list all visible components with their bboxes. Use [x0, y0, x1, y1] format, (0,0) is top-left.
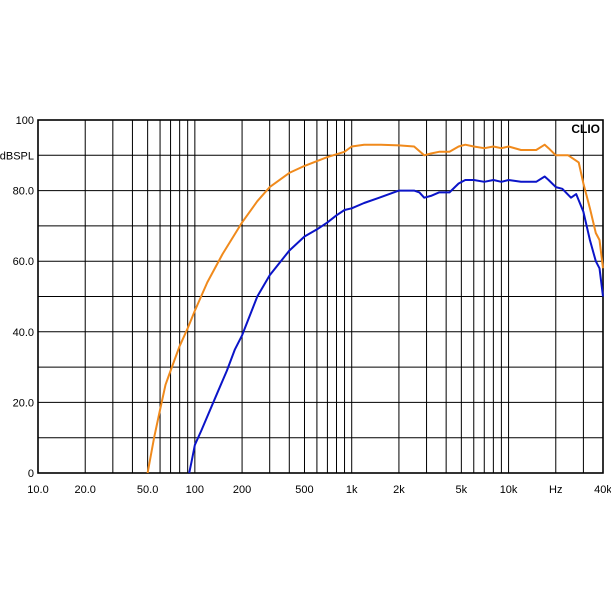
series-line-2 — [188, 175, 604, 474]
x-tick-label: 2k — [393, 484, 405, 496]
x-tick-label: 40k — [594, 484, 611, 496]
x-tick-label: 500 — [295, 484, 313, 496]
y-axis-label: dBSPL — [0, 150, 34, 162]
y-tick-label: 80.0 — [13, 186, 34, 198]
brand-logo-text: CLIO — [571, 122, 600, 136]
x-tick-label: 100 — [186, 484, 204, 496]
x-tick-label: 50.0 — [137, 484, 158, 496]
x-tick-label: 1k — [346, 484, 358, 496]
x-tick-label: 10.0 — [27, 484, 48, 496]
y-tick-label: 60.0 — [13, 256, 34, 268]
x-tick-label: 10k — [500, 484, 518, 496]
x-tick-label: 20.0 — [75, 484, 96, 496]
x-tick-label: 5k — [456, 484, 468, 496]
y-tick-label: 0 — [28, 468, 34, 480]
axis-labels: 100 80.0 60.0 40.0 20.0 0 dBSPL 10.0 20.0 50.0 100… — [0, 115, 611, 496]
grid-lines — [38, 120, 603, 473]
series-layer — [146, 143, 604, 474]
series-line-1 — [146, 143, 604, 474]
y-tick-label: 20.0 — [13, 397, 34, 409]
x-tick-label: 200 — [233, 484, 251, 496]
y-tick-label: 100 — [16, 115, 34, 127]
x-tick-label: Hz — [549, 484, 562, 496]
y-tick-label: 40.0 — [13, 327, 34, 339]
